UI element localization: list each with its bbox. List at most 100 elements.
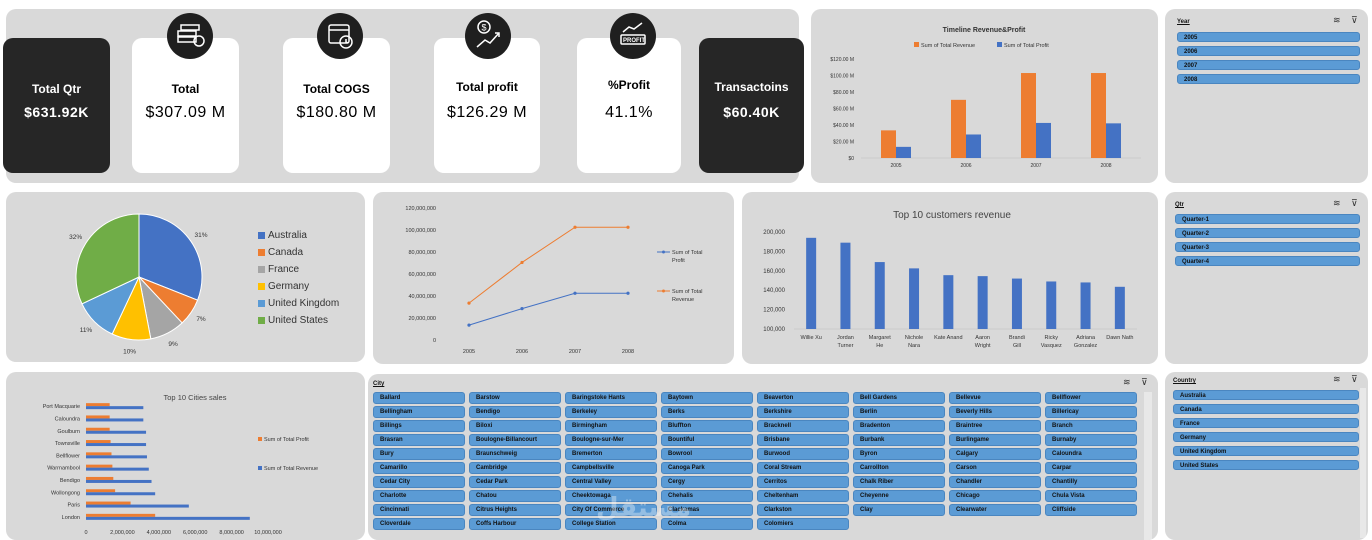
city-slicer-item[interactable]: Bluffton (661, 420, 753, 432)
city-slicer-item[interactable]: Chatou (469, 490, 561, 502)
city-slicer-item[interactable]: Canoga Park (661, 462, 753, 474)
city-slicer-item[interactable]: Clarkston (757, 504, 849, 516)
city-slicer-item[interactable]: Berks (661, 406, 753, 418)
city-slicer-item[interactable]: Baringstoke Hants (565, 392, 657, 404)
city-slicer-item[interactable]: Bury (373, 448, 465, 460)
city-slicer-item[interactable]: Chehalis (661, 490, 753, 502)
city-slicer-item[interactable]: Berkshire (757, 406, 849, 418)
city-slicer-item[interactable]: Berlin (853, 406, 945, 418)
city-slicer-item[interactable]: Ballard (373, 392, 465, 404)
city-slicer-item[interactable]: Boulogne-Billancourt (469, 434, 561, 446)
city-slicer-item[interactable]: Camarillo (373, 462, 465, 474)
city-slicer-item[interactable]: Charlotte (373, 490, 465, 502)
multi-select-icon[interactable]: ≋ (1333, 15, 1341, 25)
city-slicer-item[interactable]: Citrus Heights (469, 504, 561, 516)
city-slicer-item[interactable]: Chantilly (1045, 476, 1137, 488)
city-slicer-item[interactable]: Barstow (469, 392, 561, 404)
city-slicer-item[interactable]: Bell Gardens (853, 392, 945, 404)
city-slicer-item[interactable]: Clearwater (949, 504, 1041, 516)
city-slicer-item[interactable]: Colma (661, 518, 753, 530)
city-slicer-item[interactable]: Burnaby (1045, 434, 1137, 446)
country-slicer-item[interactable]: United Kingdom (1173, 446, 1359, 456)
city-slicer-item[interactable]: City Of Commerce (565, 504, 657, 516)
city-slicer-item[interactable]: Biloxi (469, 420, 561, 432)
qtr-slicer-item[interactable]: Quarter-3 (1175, 242, 1360, 252)
city-slicer-item[interactable]: Cedar City (373, 476, 465, 488)
city-slicer-item[interactable]: Clay (853, 504, 945, 516)
year-slicer-item[interactable]: 2005 (1177, 32, 1360, 42)
country-slicer-item[interactable]: Germany (1173, 432, 1359, 442)
city-slicer-item[interactable]: Cerritos (757, 476, 849, 488)
city-slicer-item[interactable]: Cincinnati (373, 504, 465, 516)
city-slicer-item[interactable]: Caloundra (1045, 448, 1137, 460)
city-slicer-item[interactable]: Bracknell (757, 420, 849, 432)
city-slicer-item[interactable]: Bowrool (661, 448, 753, 460)
clear-filter-icon[interactable]: ⊽ (1351, 198, 1358, 208)
city-slicer-item[interactable]: Billings (373, 420, 465, 432)
qtr-slicer-item[interactable]: Quarter-4 (1175, 256, 1360, 266)
city-slicer-item[interactable]: Clackamas (661, 504, 753, 516)
city-slicer-item[interactable]: Brasran (373, 434, 465, 446)
city-slicer-item[interactable]: Burbank (853, 434, 945, 446)
multi-select-icon[interactable]: ≋ (1333, 374, 1341, 384)
city-slicer-item[interactable]: Coral Stream (757, 462, 849, 474)
city-slicer-item[interactable]: Carrollton (853, 462, 945, 474)
clear-filter-icon[interactable]: ⊽ (1351, 374, 1358, 384)
qtr-slicer-item[interactable]: Quarter-2 (1175, 228, 1360, 238)
city-slicer-scrollbar[interactable] (1144, 392, 1152, 540)
country-slicer-item[interactable]: France (1173, 418, 1359, 428)
city-slicer-item[interactable]: Cergy (661, 476, 753, 488)
city-slicer-item[interactable]: Branch (1045, 420, 1137, 432)
city-slicer-item[interactable]: Bountiful (661, 434, 753, 446)
city-slicer-item[interactable]: Chicago (949, 490, 1041, 502)
multi-select-icon[interactable]: ≋ (1123, 377, 1131, 387)
city-slicer-item[interactable]: Colomiers (757, 518, 849, 530)
city-slicer-item[interactable]: Berkeley (565, 406, 657, 418)
qtr-slicer-item[interactable]: Quarter-1 (1175, 214, 1360, 224)
city-slicer-item[interactable]: Bendigo (469, 406, 561, 418)
city-slicer-item[interactable]: Cliffside (1045, 504, 1137, 516)
multi-select-icon[interactable]: ≋ (1333, 198, 1341, 208)
city-slicer-item[interactable]: Baytown (661, 392, 753, 404)
city-slicer-item[interactable]: Braintree (949, 420, 1041, 432)
year-slicer-item[interactable]: 2007 (1177, 60, 1360, 70)
country-slicer-item[interactable]: United States (1173, 460, 1359, 470)
city-slicer-item[interactable]: Carson (949, 462, 1041, 474)
city-slicer-item[interactable]: Carpar (1045, 462, 1137, 474)
city-slicer-item[interactable]: Campbellsville (565, 462, 657, 474)
country-slicer-item[interactable]: Australia (1173, 390, 1359, 400)
clear-filter-icon[interactable]: ⊽ (1351, 15, 1358, 25)
city-slicer-item[interactable]: Bellingham (373, 406, 465, 418)
country-slicer-item[interactable]: Canada (1173, 404, 1359, 414)
city-slicer-item[interactable]: Calgary (949, 448, 1041, 460)
city-slicer-item[interactable]: Cheyenne (853, 490, 945, 502)
city-slicer-item[interactable]: Birmingham (565, 420, 657, 432)
city-slicer-item[interactable]: Central Valley (565, 476, 657, 488)
year-slicer-item[interactable]: 2008 (1177, 74, 1360, 84)
city-slicer-item[interactable]: Burwood (757, 448, 849, 460)
city-slicer-item[interactable]: Cedar Park (469, 476, 561, 488)
city-slicer-item[interactable]: Cloverdale (373, 518, 465, 530)
city-slicer-item[interactable]: College Station (565, 518, 657, 530)
city-slicer-item[interactable]: Chalk Riber (853, 476, 945, 488)
city-slicer-item[interactable]: Byron (853, 448, 945, 460)
city-slicer-item[interactable]: Bellflower (1045, 392, 1137, 404)
city-slicer-item[interactable]: Cheektowaga (565, 490, 657, 502)
city-slicer-item[interactable]: Chula Vista (1045, 490, 1137, 502)
city-slicer-item[interactable]: Cambridge (469, 462, 561, 474)
city-slicer-item[interactable]: Bellevue (949, 392, 1041, 404)
city-slicer-item[interactable]: Billericay (1045, 406, 1137, 418)
city-slicer-item[interactable]: Beverly Hills (949, 406, 1041, 418)
country-slicer-scrollbar[interactable] (1360, 388, 1366, 538)
city-slicer-item[interactable]: Chandler (949, 476, 1041, 488)
city-slicer-item[interactable]: Coffs Harbour (469, 518, 561, 530)
city-slicer-item[interactable]: Beaverton (757, 392, 849, 404)
city-slicer-item[interactable]: Bremerton (565, 448, 657, 460)
city-slicer-item[interactable]: Cheltenham (757, 490, 849, 502)
year-slicer-item[interactable]: 2006 (1177, 46, 1360, 56)
clear-filter-icon[interactable]: ⊽ (1141, 377, 1148, 387)
city-slicer-item[interactable]: Braunschweig (469, 448, 561, 460)
city-slicer-item[interactable]: Bradenton (853, 420, 945, 432)
city-slicer-item[interactable]: Burlingame (949, 434, 1041, 446)
city-slicer-item[interactable]: Brisbane (757, 434, 849, 446)
